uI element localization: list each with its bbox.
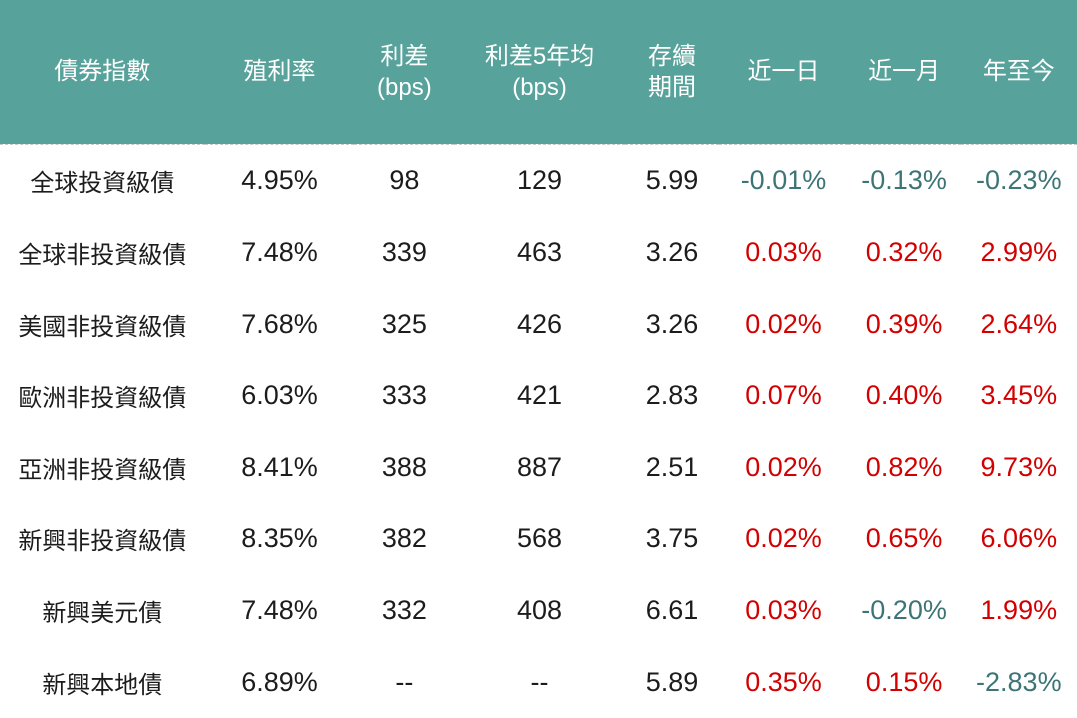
cell-duration: 3.26: [645, 236, 699, 267]
cell-yield: 8.35%: [241, 523, 318, 554]
cell-spread: 382: [381, 523, 427, 554]
cell-spread-5y: 421: [517, 380, 563, 411]
table-row: 亞洲非投資級債 8.41% 388 887 2.51 0.02% 0.82% 9…: [0, 431, 1077, 503]
cell-index-name: 全球非投資級債: [18, 241, 187, 269]
table-row: 新興本地債 6.89% -- -- 5.89 0.35% 0.15% -2.83…: [0, 646, 1077, 718]
cell-duration: 2.83: [645, 380, 699, 411]
cell-change-1m: 0.65%: [865, 523, 943, 554]
cell-yield: 6.89%: [241, 666, 318, 697]
cell-duration: 2.51: [645, 451, 699, 482]
cell-duration: 5.99: [645, 165, 699, 196]
cell-change-1m: 0.39%: [865, 308, 943, 339]
col-header-change-1m: 近一月: [847, 0, 961, 145]
col-header-change-1d: 近一日: [719, 0, 848, 145]
cell-change-1m: 0.15%: [865, 666, 943, 697]
cell-change-ytd: 2.99%: [980, 236, 1058, 267]
cell-index-name: 全球投資級債: [30, 170, 175, 198]
cell-duration: 6.61: [645, 594, 699, 625]
cell-change-1d: 0.02%: [745, 308, 822, 339]
table-row: 歐洲非投資級債 6.03% 333 421 2.83 0.07% 0.40% 3…: [0, 360, 1077, 432]
cell-index-name: 美國非投資級債: [18, 313, 187, 341]
cell-spread-5y: 887: [517, 451, 563, 482]
cell-change-1d: 0.35%: [745, 666, 822, 697]
cell-yield: 7.68%: [241, 308, 318, 339]
cell-spread: --: [395, 666, 414, 697]
cell-duration: 3.26: [645, 308, 699, 339]
cell-change-1d: 0.07%: [745, 380, 822, 411]
cell-change-ytd: 1.99%: [980, 594, 1058, 625]
cell-change-ytd: 9.73%: [980, 451, 1058, 482]
cell-yield: 6.03%: [241, 380, 318, 411]
col-header-duration: 存續 期間: [624, 0, 720, 145]
cell-spread-5y: 129: [517, 165, 563, 196]
cell-change-ytd: 6.06%: [980, 523, 1058, 554]
col-header-spread-5y: 利差5年均 (bps): [454, 0, 625, 145]
header-row: 債券指數 殖利率 利差 (bps) 利差5年均 (bps) 存續 期間 近一日 …: [0, 0, 1077, 145]
cell-index-name: 新興本地債: [42, 671, 163, 699]
table-row: 美國非投資級債 7.68% 325 426 3.26 0.02% 0.39% 2…: [0, 288, 1077, 360]
cell-spread-5y: --: [530, 666, 549, 697]
cell-change-1m: -0.13%: [861, 165, 947, 196]
cell-spread: 339: [381, 236, 427, 267]
cell-change-1d: 0.02%: [745, 451, 822, 482]
cell-change-ytd: -2.83%: [976, 666, 1062, 697]
cell-spread-5y: 463: [517, 236, 563, 267]
cell-index-name: 新興美元債: [42, 599, 163, 627]
cell-yield: 7.48%: [241, 236, 318, 267]
cell-index-name: 亞洲非投資級債: [18, 456, 187, 484]
cell-spread: 325: [381, 308, 427, 339]
cell-change-1d: 0.03%: [745, 236, 822, 267]
cell-change-ytd: -0.23%: [976, 165, 1062, 196]
table-row: 新興非投資級債 8.35% 382 568 3.75 0.02% 0.65% 6…: [0, 503, 1077, 575]
cell-index-name: 歐洲非投資級債: [18, 385, 187, 413]
cell-spread: 332: [381, 594, 427, 625]
cell-duration: 3.75: [645, 523, 699, 554]
cell-spread: 388: [381, 451, 427, 482]
cell-change-1d: -0.01%: [740, 165, 827, 196]
table-row: 全球投資級債 4.95% 98 129 5.99 -0.01% -0.13% -…: [0, 144, 1077, 217]
cell-change-1m: 0.32%: [865, 236, 943, 267]
cell-spread: 98: [389, 165, 420, 196]
col-header-spread: 利差 (bps): [354, 0, 455, 145]
table-row: 全球非投資級債 7.48% 339 463 3.26 0.03% 0.32% 2…: [0, 217, 1077, 289]
cell-spread-5y: 408: [517, 594, 563, 625]
cell-change-ytd: 2.64%: [980, 308, 1058, 339]
cell-index-name: 新興非投資級債: [18, 528, 187, 556]
col-header-change-ytd: 年至今: [960, 0, 1077, 145]
cell-yield: 4.95%: [241, 165, 318, 196]
table-row: 新興美元債 7.48% 332 408 6.61 0.03% -0.20% 1.…: [0, 575, 1077, 647]
col-header-index-name: 債券指數: [0, 0, 205, 145]
cell-spread-5y: 426: [517, 308, 563, 339]
cell-change-1d: 0.03%: [745, 594, 822, 625]
col-header-yield: 殖利率: [204, 0, 355, 145]
cell-change-1m: 0.82%: [865, 451, 943, 482]
cell-spread-5y: 568: [517, 523, 563, 554]
cell-change-1d: 0.02%: [745, 523, 822, 554]
cell-duration: 5.89: [645, 666, 699, 697]
cell-spread: 333: [381, 380, 427, 411]
cell-yield: 8.41%: [241, 451, 318, 482]
cell-yield: 7.48%: [241, 594, 318, 625]
cell-change-1m: -0.20%: [861, 594, 947, 625]
cell-change-ytd: 3.45%: [980, 380, 1058, 411]
cell-change-1m: 0.40%: [865, 380, 943, 411]
